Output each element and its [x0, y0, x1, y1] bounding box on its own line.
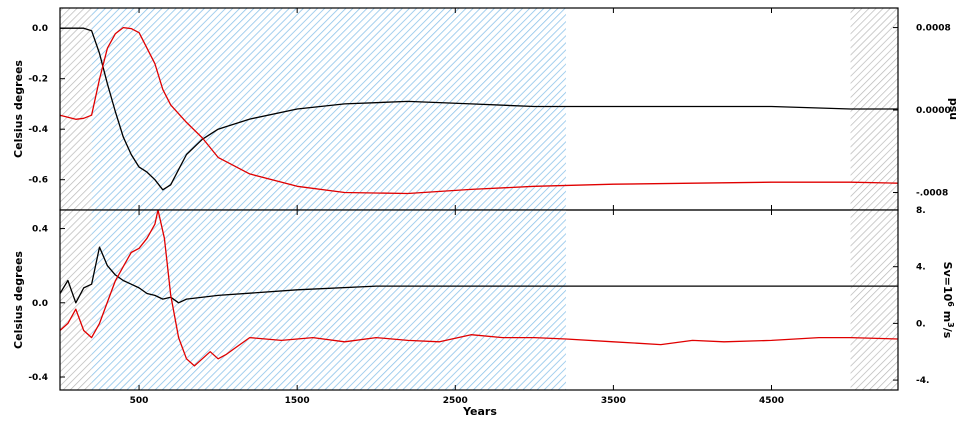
bottom-shaded-region-1 [60, 210, 92, 390]
bottom-panel: 500 1500 2500 3500 4500 0.4 0.0 -0.4 8. 4. 0. -4. C… [12, 206, 956, 418]
top-left-tick-label: -0.2 [28, 75, 48, 85]
top-right-tick-label: 0.0000 [916, 106, 951, 116]
top-series-group [60, 26, 898, 195]
bottom-series-black-line [60, 246, 898, 304]
x-tick-label: 1500 [285, 396, 310, 406]
bottom-right-axis-label: Sv=106 m3/s [941, 262, 956, 339]
top-ticks: 0.0 -0.2 -0.4 -0.6 0.0008 0.0000 -.0008 [28, 8, 951, 210]
top-series-red-line [60, 26, 898, 195]
top-left-tick-label: 0.0 [32, 24, 48, 34]
top-left-tick-label: -0.6 [28, 176, 48, 186]
top-right-tick-label: 0.0008 [916, 24, 951, 34]
x-tick-label: 3500 [601, 396, 626, 406]
bottom-left-tick-label: 0.4 [32, 225, 48, 235]
bottom-right-tick-label: 8. [916, 206, 926, 216]
bottom-series-red-line [60, 210, 898, 367]
bottom-series-group [60, 210, 898, 367]
bottom-right-tick-label: -4. [916, 376, 929, 386]
top-series-black-line [60, 27, 898, 191]
bottom-right-tick-label: 4. [916, 263, 926, 273]
top-left-axis-label: Celsius degrees [12, 60, 25, 158]
bottom-shaded-region-2 [91, 210, 566, 390]
top-panel: 0.0 -0.2 -0.4 -0.6 0.0008 0.0000 -.0008 Celsiu… [12, 7, 960, 211]
top-right-axis-label: psu [947, 98, 960, 120]
top-right-tick-label: -.0008 [916, 188, 948, 198]
bottom-shaded-regions [60, 210, 898, 390]
x-tick-label: 2500 [443, 396, 468, 406]
bottom-right-tick-label: 0. [916, 319, 926, 329]
x-tick-label: 4500 [759, 396, 784, 406]
top-shaded-region-2 [91, 8, 566, 210]
x-axis-label: Years [462, 405, 497, 418]
top-shaded-region-1 [60, 8, 92, 210]
bottom-left-tick-label: 0.0 [32, 299, 48, 309]
bottom-left-axis-label: Celsius degrees [12, 251, 25, 349]
top-left-tick-label: -0.4 [28, 125, 48, 135]
x-tick-label: 500 [130, 396, 149, 406]
bottom-left-tick-label: -0.4 [28, 373, 48, 383]
top-shaded-regions [60, 8, 898, 210]
bottom-shaded-region-3 [850, 210, 898, 390]
bottom-plot-frame [59, 209, 899, 391]
bottom-ticks: 500 1500 2500 3500 4500 0.4 0.0 -0.4 8. 4. 0. -4. [28, 206, 929, 406]
